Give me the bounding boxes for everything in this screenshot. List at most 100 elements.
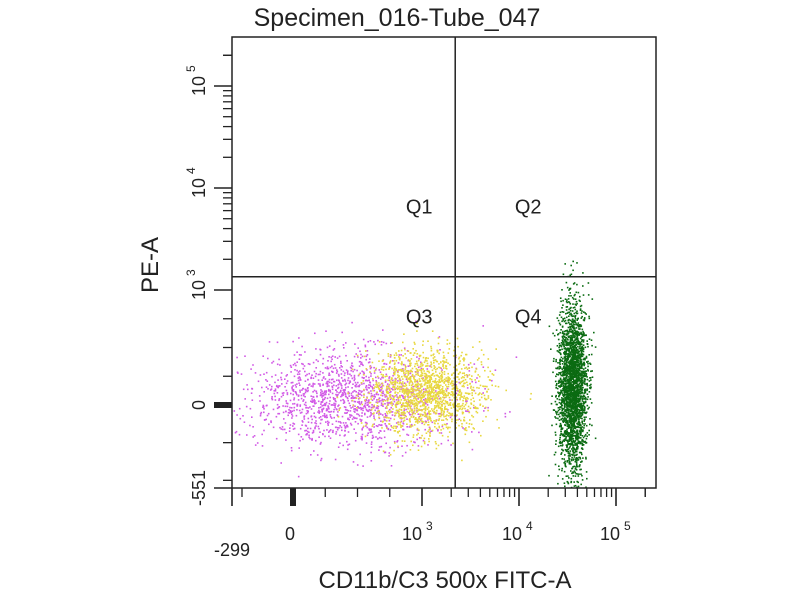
event-point [356, 407, 358, 409]
event-point [431, 398, 433, 400]
event-point [491, 373, 494, 375]
event-point [466, 400, 468, 402]
event-point [345, 422, 347, 424]
event-point [580, 417, 582, 419]
event-point [573, 456, 576, 458]
event-point [575, 472, 577, 475]
event-point [323, 414, 326, 417]
event-point [292, 364, 295, 366]
event-point [445, 367, 447, 369]
event-point [558, 368, 560, 370]
event-point [562, 421, 565, 423]
event-point [389, 395, 392, 397]
event-point [447, 435, 449, 438]
event-point [442, 379, 444, 381]
event-point [360, 391, 363, 393]
event-point [557, 374, 560, 376]
event-point [394, 381, 397, 384]
event-point [562, 387, 564, 390]
event-point [555, 394, 557, 397]
event-point [431, 429, 434, 432]
event-point [394, 362, 396, 364]
event-point [282, 394, 284, 396]
event-point [335, 389, 337, 391]
event-point [296, 361, 298, 363]
event-point [419, 384, 422, 386]
event-point [293, 354, 296, 356]
event-point [414, 441, 416, 444]
event-point [458, 390, 461, 393]
event-point [280, 372, 283, 374]
event-point [564, 263, 566, 265]
event-point [570, 463, 572, 465]
event-point [290, 411, 293, 414]
event-point [267, 412, 270, 415]
event-point [285, 402, 288, 404]
event-point [296, 409, 298, 411]
event-point [576, 407, 578, 409]
event-point [397, 445, 399, 448]
event-point [369, 365, 371, 368]
event-point [456, 404, 458, 407]
event-point [569, 355, 572, 358]
event-point [564, 485, 566, 488]
event-point [564, 454, 566, 456]
event-point [475, 410, 478, 413]
event-point [554, 451, 557, 454]
event-point [411, 370, 413, 373]
event-point [447, 404, 450, 406]
event-point [439, 391, 442, 393]
event-point [413, 376, 416, 378]
event-point [559, 406, 561, 409]
event-point [280, 376, 282, 379]
event-point [386, 407, 388, 409]
event-point [415, 349, 417, 352]
event-point [360, 422, 363, 424]
event-point [572, 326, 574, 328]
event-point [396, 411, 399, 413]
event-point [395, 412, 398, 414]
event-point [324, 404, 327, 407]
event-point [445, 394, 448, 397]
event-point [487, 358, 490, 360]
event-point [582, 403, 585, 405]
event-point [313, 370, 316, 373]
event-point [339, 434, 341, 437]
event-point [562, 400, 565, 403]
event-point [460, 377, 463, 379]
event-point [570, 396, 573, 398]
event-point [558, 394, 560, 397]
event-point [571, 335, 573, 338]
event-point [442, 360, 444, 363]
event-point [561, 467, 563, 470]
event-point [301, 345, 303, 348]
event-point [404, 366, 407, 369]
event-point [559, 331, 561, 334]
event-point [292, 425, 294, 427]
event-point [577, 446, 579, 448]
event-point [365, 398, 368, 401]
event-point [308, 434, 310, 437]
event-point [391, 381, 394, 384]
event-point [557, 319, 560, 322]
event-point [460, 393, 463, 395]
event-point [328, 435, 330, 438]
event-point [299, 412, 302, 414]
event-point [359, 418, 361, 421]
event-point [378, 382, 380, 384]
event-point [370, 451, 372, 454]
event-point [319, 431, 321, 433]
event-point [413, 441, 415, 443]
event-point [343, 400, 345, 402]
event-point [373, 387, 375, 389]
event-point [563, 440, 566, 442]
event-point [574, 316, 576, 318]
event-point [373, 417, 375, 419]
event-point [472, 404, 475, 407]
event-point [336, 426, 339, 429]
event-point [334, 403, 337, 405]
event-point [385, 363, 388, 365]
event-point [340, 362, 342, 364]
event-point [347, 386, 349, 388]
event-point [393, 398, 395, 401]
